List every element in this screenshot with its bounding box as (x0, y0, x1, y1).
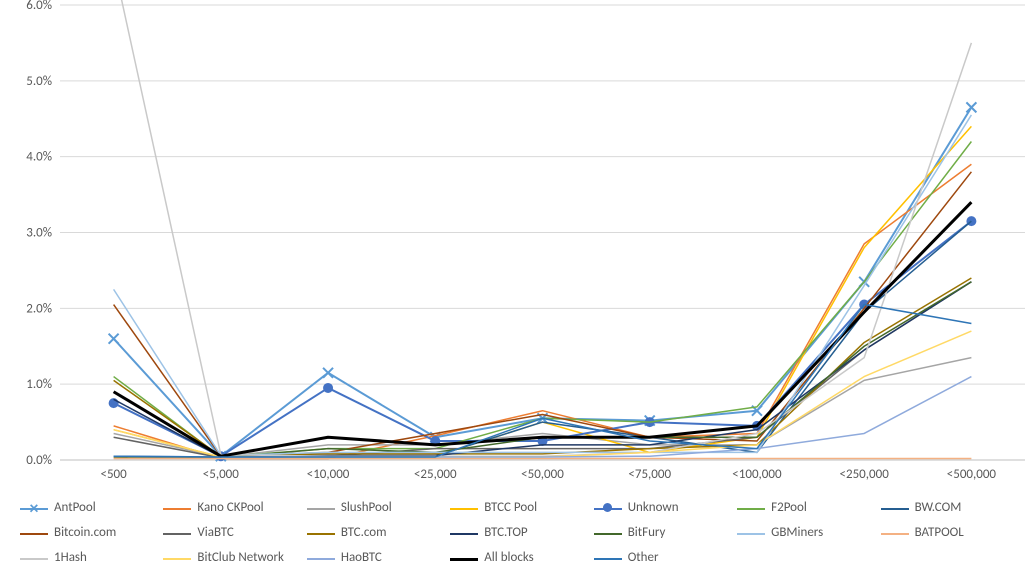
chart-container: { "chart": { "type": "line", "width": 10… (0, 0, 1034, 573)
legend-swatch (307, 526, 335, 540)
legend-item: GBMiners (737, 525, 870, 540)
legend-label: HaoBTC (341, 550, 382, 565)
series-marker-x (109, 334, 119, 344)
x-tick-label: <25,000 (414, 467, 457, 482)
legend-item: HaoBTC (307, 550, 440, 565)
y-tick-label: 5.0% (26, 74, 52, 89)
y-tick-label: 3.0% (26, 226, 52, 241)
legend-swatch (594, 551, 622, 565)
legend-item: BTCC Pool (450, 500, 583, 515)
legend-label: BTC.com (341, 525, 387, 540)
legend-swatch (737, 501, 765, 515)
y-tick-label: 4.0% (26, 150, 52, 165)
legend-swatch (594, 526, 622, 540)
series-marker-circle (324, 383, 333, 392)
legend-swatch (163, 501, 191, 515)
series-marker-x (323, 368, 333, 378)
legend-item: SlushPool (307, 500, 440, 515)
legend-label: Unknown (628, 500, 679, 515)
series-line (114, 0, 972, 456)
legend-swatch (881, 526, 909, 540)
legend-item: Bitcoin.com (20, 525, 153, 540)
legend-item: BitClub Network (163, 550, 296, 565)
legend-swatch (450, 551, 478, 565)
legend-label: BitClub Network (197, 550, 284, 565)
legend-swatch (163, 526, 191, 540)
y-tick-label: 2.0% (26, 301, 52, 316)
legend-item: BW.COM (881, 500, 1014, 515)
series-line (114, 142, 972, 457)
series-line (114, 126, 972, 457)
legend-swatch (594, 501, 622, 515)
series-line (114, 221, 972, 456)
legend-item: BATPOOL (881, 525, 1014, 540)
legend-label: All blocks (484, 550, 533, 565)
x-tick-label: <10,000 (307, 467, 350, 482)
legend-item: BTC.TOP (450, 525, 583, 540)
legend-swatch (881, 501, 909, 515)
x-tick-label: <5,000 (203, 467, 239, 482)
y-tick-label: 6.0% (26, 0, 52, 13)
y-tick-label: 0.0% (26, 453, 52, 468)
line-chart: 0.0% 1.0% 2.0% 3.0% 4.0% 5.0% 6.0% <500 <5,000 <1… (0, 0, 1034, 573)
legend-item: × AntPool (20, 500, 153, 515)
legend-label: BTCC Pool (484, 500, 537, 515)
legend-label: AntPool (54, 500, 96, 515)
legend-label: Bitcoin.com (54, 525, 116, 540)
legend-label: Kano CKPool (197, 500, 263, 515)
x-tick-label: <75,000 (628, 467, 671, 482)
legend-item: BTC.com (307, 525, 440, 540)
x-tick-label: <250,000 (840, 467, 890, 482)
legend-item: Other (594, 550, 727, 565)
x-tick-label: <50,000 (521, 467, 564, 482)
legend-swatch (307, 551, 335, 565)
legend-swatch: × (20, 501, 48, 515)
legend-swatch (737, 526, 765, 540)
legend-item: F2Pool (737, 500, 870, 515)
legend-swatch (20, 551, 48, 565)
x-marker-icon: × (30, 499, 39, 517)
legend-item: 1Hash (20, 550, 153, 565)
legend-label: F2Pool (771, 500, 807, 515)
legend-item: BitFury (594, 525, 727, 540)
legend-item: All blocks (450, 550, 583, 565)
legend-swatch (450, 526, 478, 540)
legend-item: Unknown (594, 500, 727, 515)
y-tick-label: 1.0% (26, 377, 52, 392)
legend-swatch (307, 501, 335, 515)
legend-label: 1Hash (54, 550, 87, 565)
legend-label: BATPOOL (915, 525, 964, 540)
chart-legend: × AntPool Kano CKPool SlushPool BTCC Pool Unk… (20, 500, 1014, 565)
legend-item: Kano CKPool (163, 500, 296, 515)
circle-marker-icon (603, 503, 612, 512)
series-line (114, 221, 972, 458)
legend-label: BTC.TOP (484, 525, 527, 540)
legend-label: BW.COM (915, 500, 962, 515)
legend-swatch (450, 501, 478, 515)
legend-label: BitFury (628, 525, 666, 540)
x-tick-label: <100,000 (732, 467, 782, 482)
legend-label: ViaBTC (197, 525, 233, 540)
legend-label: GBMiners (771, 525, 823, 540)
x-tick-label: <500 (100, 467, 127, 482)
legend-swatch (163, 551, 191, 565)
legend-swatch (20, 526, 48, 540)
legend-label: SlushPool (341, 500, 392, 515)
series-marker-x (966, 102, 976, 112)
x-tick-label: <500,000 (947, 467, 997, 482)
series-line (114, 172, 972, 456)
legend-item: ViaBTC (163, 525, 296, 540)
legend-label: Other (628, 550, 659, 565)
